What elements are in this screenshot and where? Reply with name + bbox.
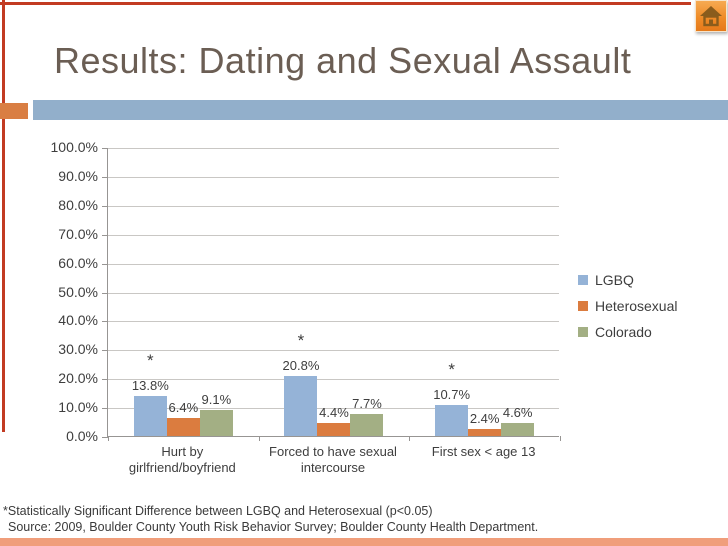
x-axis-tick bbox=[108, 436, 109, 441]
gridline bbox=[108, 408, 559, 409]
category-cell: 13.8% 6.4% 9.1% * bbox=[108, 148, 259, 436]
y-axis-label: 70.0% bbox=[58, 226, 98, 242]
bar-colorado bbox=[501, 422, 535, 436]
y-axis-label: 20.0% bbox=[58, 370, 98, 386]
value-label: 6.4% bbox=[168, 399, 199, 415]
legend-item-lgbq: LGBQ bbox=[578, 267, 678, 293]
y-axis-label: 50.0% bbox=[58, 284, 98, 300]
bar-colorado bbox=[199, 409, 233, 436]
x-axis-tick bbox=[560, 436, 561, 441]
y-axis-label: 60.0% bbox=[58, 255, 98, 271]
x-axis-tick bbox=[259, 436, 260, 441]
y-axis-label: 10.0% bbox=[58, 399, 98, 415]
legend-swatch bbox=[578, 327, 588, 337]
bar-colorado bbox=[350, 413, 384, 436]
y-axis-tick bbox=[102, 148, 108, 149]
bar-lgbq bbox=[435, 405, 469, 436]
significance-asterisk: * bbox=[147, 351, 154, 371]
category-cell: 20.8% 4.4% 7.7% * bbox=[259, 148, 410, 436]
bar-lgbq bbox=[133, 396, 167, 436]
bar-lgbq bbox=[284, 375, 318, 436]
gridline bbox=[108, 293, 559, 294]
y-axis-tick bbox=[102, 235, 108, 236]
home-icon bbox=[700, 6, 722, 27]
legend-item-colorado: Colorado bbox=[578, 319, 678, 345]
value-label: 4.4% bbox=[319, 405, 349, 421]
legend-swatch bbox=[578, 301, 588, 311]
y-axis-label: 80.0% bbox=[58, 197, 98, 213]
left-accent-line bbox=[2, 0, 5, 432]
page-title: Results: Dating and Sexual Assault bbox=[54, 40, 632, 81]
footnote-significance: *Statistically Significant Difference be… bbox=[3, 504, 433, 518]
y-axis-label: 40.0% bbox=[58, 312, 98, 328]
footnote-source: Source: 2009, Boulder County Youth Risk … bbox=[8, 520, 539, 534]
category-label: First sex < age 13 bbox=[431, 444, 536, 459]
significance-asterisk: * bbox=[297, 330, 305, 350]
title-underline-blue bbox=[33, 100, 728, 120]
category-label: Hurt by girlfriend/boyfriend bbox=[128, 444, 236, 475]
title-underline-orange bbox=[0, 103, 28, 119]
category-label: Forced to have sexual intercourse bbox=[269, 444, 397, 475]
gridline bbox=[108, 177, 559, 178]
legend-swatch bbox=[578, 275, 588, 285]
value-label: 9.1% bbox=[201, 391, 232, 407]
y-axis-tick bbox=[102, 379, 108, 380]
value-label: 2.4% bbox=[469, 411, 500, 427]
gridline bbox=[108, 264, 559, 265]
y-axis-tick bbox=[102, 321, 108, 322]
value-label: 7.7% bbox=[352, 395, 382, 411]
y-axis-tick bbox=[102, 408, 108, 409]
value-label: 10.7% bbox=[433, 387, 471, 403]
chart-legend: LGBQ Heterosexual Colorado bbox=[578, 267, 678, 345]
x-axis-tick bbox=[409, 436, 410, 441]
legend-label: Heterosexual bbox=[595, 298, 678, 314]
bar-heterosexual bbox=[468, 429, 502, 436]
value-label: 20.8% bbox=[282, 357, 320, 373]
gridline bbox=[108, 321, 559, 322]
y-axis-label: 30.0% bbox=[58, 341, 98, 357]
value-label: 4.6% bbox=[502, 404, 533, 420]
y-axis-label: 0.0% bbox=[66, 428, 98, 444]
y-axis-tick bbox=[102, 293, 108, 294]
gridline bbox=[108, 148, 559, 149]
plot-area: 13.8% 6.4% 9.1% * 20.8% 4.4% 7.7% * 10.7% 2.4% 4.6… bbox=[102, 148, 561, 441]
legend-label: Colorado bbox=[595, 324, 652, 340]
home-button[interactable] bbox=[695, 0, 727, 32]
significance-asterisk: * bbox=[448, 360, 455, 380]
y-axis-tick bbox=[102, 206, 108, 207]
y-axis-tick bbox=[102, 437, 108, 438]
y-axis-label: 100.0% bbox=[50, 139, 98, 155]
bar-heterosexual bbox=[166, 417, 200, 436]
y-axis-tick bbox=[102, 177, 108, 178]
gridline bbox=[108, 235, 559, 236]
y-axis-tick bbox=[102, 350, 108, 351]
y-axis-tick bbox=[102, 264, 108, 265]
top-accent-line bbox=[0, 2, 691, 5]
bottom-accent-band bbox=[0, 538, 728, 546]
gridline bbox=[108, 350, 559, 351]
gridline bbox=[108, 206, 559, 207]
y-axis-label: 90.0% bbox=[58, 168, 98, 184]
bar-heterosexual bbox=[317, 423, 351, 436]
value-label: 13.8% bbox=[131, 378, 169, 394]
legend-item-heterosexual: Heterosexual bbox=[578, 293, 678, 319]
category-cell: 10.7% 2.4% 4.6% * bbox=[409, 148, 560, 436]
gridline bbox=[108, 379, 559, 380]
legend-label: LGBQ bbox=[595, 272, 634, 288]
